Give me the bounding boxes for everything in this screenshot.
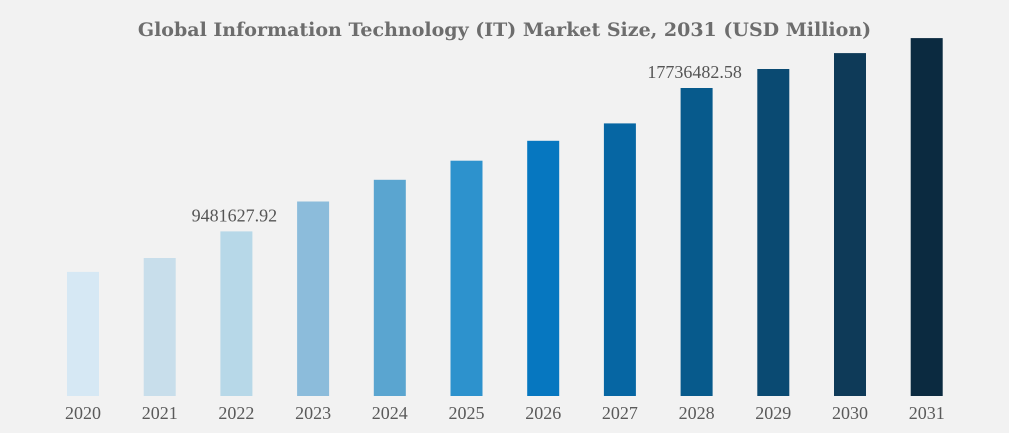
bar-2027 — [603, 123, 636, 397]
bar-2021 — [143, 258, 176, 396]
bar-2031 — [910, 38, 943, 396]
data-label-2028: 17736482.58 — [647, 62, 742, 82]
data-labels-group: 9481627.92 17736482.58 — [192, 62, 742, 225]
chart-title: Global Information Technology (IT) Marke… — [137, 19, 872, 41]
x-tick-label-2022: 2022 — [218, 403, 254, 423]
x-tick-label-2020: 2020 — [65, 403, 101, 423]
bars-group — [67, 38, 943, 397]
bar-2024 — [373, 179, 406, 396]
bar-2026 — [527, 140, 560, 396]
bar-2030 — [834, 53, 866, 396]
bar-2023 — [297, 201, 330, 396]
x-tick-label-2030: 2030 — [832, 403, 868, 423]
x-axis-tick-labels: 2020 2021 2022 2023 2024 2025 2026 2027 2028 2029… — [65, 403, 945, 423]
x-tick-label-2025: 2025 — [449, 403, 485, 423]
x-tick-label-2028: 2028 — [679, 403, 715, 423]
bar-2022 — [220, 231, 253, 396]
x-tick-label-2031: 2031 — [909, 403, 945, 423]
data-label-2022: 9481627.92 — [192, 205, 278, 225]
x-tick-label-2027: 2027 — [602, 403, 638, 423]
x-tick-label-2024: 2024 — [372, 403, 408, 423]
bar-2025 — [450, 160, 483, 396]
x-tick-label-2029: 2029 — [755, 403, 791, 423]
x-tick-label-2026: 2026 — [525, 403, 561, 423]
bar-2020 — [67, 271, 99, 396]
x-tick-label-2021: 2021 — [142, 403, 178, 423]
bar-2029 — [757, 69, 790, 396]
x-tick-label-2023: 2023 — [295, 403, 331, 423]
bar-2028 — [680, 88, 713, 396]
